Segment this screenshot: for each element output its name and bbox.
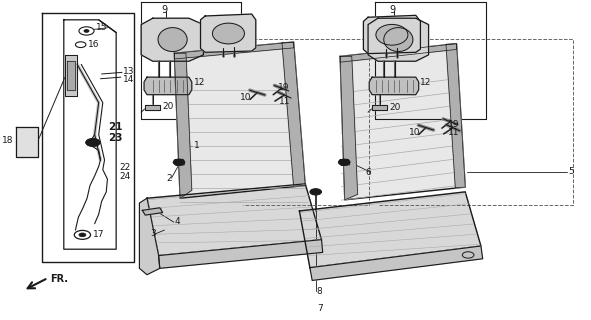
Circle shape: [310, 189, 322, 195]
Polygon shape: [300, 192, 481, 268]
Text: 21: 21: [109, 122, 123, 132]
Polygon shape: [340, 44, 456, 62]
Text: 20: 20: [389, 103, 400, 112]
Polygon shape: [340, 56, 358, 200]
Polygon shape: [67, 61, 76, 90]
Ellipse shape: [376, 24, 408, 45]
Circle shape: [173, 159, 185, 165]
Text: 3: 3: [151, 229, 156, 238]
Polygon shape: [310, 246, 483, 280]
Circle shape: [86, 139, 100, 146]
Polygon shape: [65, 55, 77, 96]
Text: 24: 24: [119, 172, 131, 181]
Text: 19: 19: [448, 120, 459, 129]
Text: 13: 13: [123, 67, 135, 76]
Text: 5: 5: [568, 167, 574, 176]
Polygon shape: [174, 42, 305, 198]
Text: 15: 15: [96, 23, 108, 32]
Text: 6: 6: [366, 168, 372, 177]
Text: 19: 19: [278, 83, 290, 92]
Polygon shape: [43, 13, 134, 262]
Polygon shape: [16, 126, 38, 157]
Ellipse shape: [212, 23, 245, 44]
Polygon shape: [142, 208, 163, 215]
Polygon shape: [372, 105, 387, 110]
Circle shape: [84, 30, 89, 32]
Polygon shape: [139, 198, 160, 275]
Text: 22: 22: [119, 163, 131, 172]
Polygon shape: [175, 159, 184, 165]
Circle shape: [79, 233, 86, 237]
Text: 11: 11: [449, 128, 460, 137]
Polygon shape: [369, 77, 418, 95]
Text: 7: 7: [317, 304, 323, 313]
Polygon shape: [200, 14, 256, 52]
Polygon shape: [340, 44, 465, 200]
Ellipse shape: [158, 28, 187, 52]
Text: 14: 14: [123, 75, 135, 84]
Circle shape: [339, 159, 350, 165]
Polygon shape: [340, 159, 349, 165]
Polygon shape: [141, 2, 241, 119]
Polygon shape: [446, 44, 465, 188]
Text: FR.: FR.: [50, 274, 69, 284]
Polygon shape: [141, 18, 203, 61]
Text: 16: 16: [88, 40, 100, 49]
Polygon shape: [145, 105, 160, 110]
Text: 2: 2: [166, 174, 172, 183]
Ellipse shape: [384, 28, 413, 52]
Text: 8: 8: [317, 287, 323, 296]
Text: 9: 9: [389, 4, 396, 15]
Text: 1: 1: [193, 140, 199, 149]
Polygon shape: [147, 184, 322, 256]
Text: 23: 23: [109, 133, 123, 143]
Text: 12: 12: [420, 78, 432, 87]
Polygon shape: [174, 42, 294, 59]
Polygon shape: [158, 240, 323, 268]
Polygon shape: [174, 53, 192, 198]
Text: 11: 11: [279, 97, 291, 106]
Text: 18: 18: [2, 136, 13, 145]
Polygon shape: [375, 2, 486, 119]
Polygon shape: [144, 77, 192, 95]
Polygon shape: [363, 15, 420, 53]
Text: 9: 9: [161, 4, 168, 15]
Text: 10: 10: [240, 93, 252, 102]
Text: 4: 4: [175, 217, 180, 226]
Polygon shape: [368, 18, 428, 61]
Text: 20: 20: [162, 102, 174, 111]
Text: 17: 17: [93, 230, 105, 239]
Text: 10: 10: [409, 128, 420, 137]
Polygon shape: [282, 42, 305, 186]
Text: 12: 12: [193, 78, 205, 87]
